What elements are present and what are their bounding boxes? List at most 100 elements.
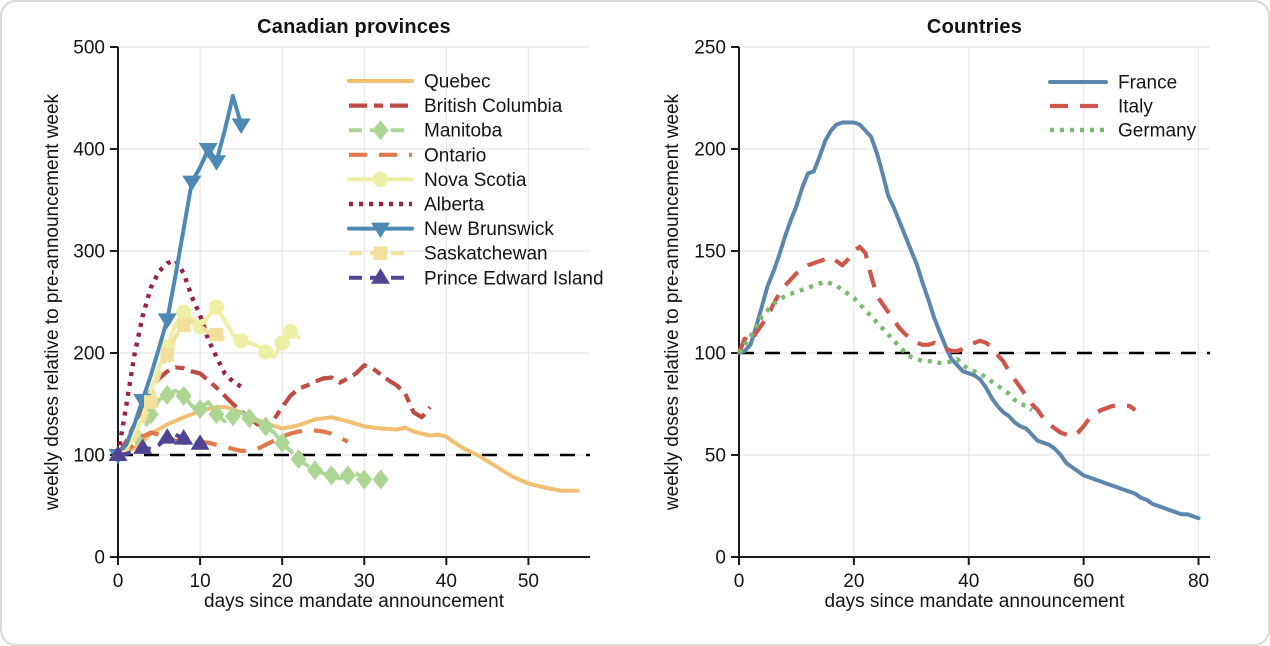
marker-manitoba: [339, 465, 356, 486]
marker-new-brunswick: [182, 175, 202, 192]
x-tick-label-20: 20: [272, 571, 293, 592]
marker-nova-scotia: [258, 344, 274, 360]
marker-manitoba: [208, 404, 225, 425]
marker-manitoba: [224, 406, 241, 427]
x-tick-label-0: 0: [113, 571, 124, 592]
x-tick-label-80: 80: [1188, 571, 1209, 592]
left-xaxis-label: days since mandate announcement: [204, 591, 504, 612]
y-tick-label-0: 0: [715, 548, 726, 569]
left-yaxis-label: weekly doses relative to pre-announcemen…: [42, 93, 63, 511]
series-manitoba: [117, 384, 390, 490]
y-tick-label-100: 100: [694, 344, 726, 365]
legend-entry-saskatchewan: Saskatchewan: [349, 244, 548, 265]
legend-label-italy: Italy: [1118, 97, 1153, 118]
y-tick-label-200: 200: [73, 344, 105, 365]
legend-label-germany: Germany: [1118, 121, 1197, 142]
marker-manitoba: [241, 408, 258, 429]
legend-entry-british-columbia: British Columbia: [349, 96, 563, 117]
legend-canadian-provinces: Quebec British Columbia Manitoba Ontario Nov…: [347, 72, 604, 289]
series-alberta: [115, 258, 243, 456]
series-british-columbia: [116, 363, 432, 457]
series-line-france: [737, 120, 1201, 521]
legend-entry-alberta: Alberta: [349, 195, 485, 216]
legend-label-prince-edward-island: Prince Edward Island: [424, 268, 604, 289]
marker-manitoba: [307, 460, 324, 481]
marker-manitoba: [159, 384, 176, 405]
legend-marker-nova-scotia: [372, 171, 389, 187]
marker-saskatchewan: [160, 348, 175, 362]
y-tick-label-200: 200: [694, 140, 726, 161]
x-tick-label-20: 20: [843, 571, 864, 592]
series-line-british-columbia: [116, 363, 432, 457]
legend-label-new-brunswick: New Brunswick: [424, 219, 554, 240]
series-prince-edward-island: [108, 428, 210, 461]
marker-manitoba: [372, 469, 389, 490]
marker-nova-scotia: [176, 304, 192, 320]
legend-marker-manitoba: [372, 120, 389, 141]
marker-manitoba: [323, 465, 340, 486]
x-tick-label-40: 40: [436, 571, 457, 592]
x-tick-label-60: 60: [1073, 571, 1094, 592]
legend-entry-prince-edward-island: Prince Edward Island: [349, 268, 604, 289]
marker-nova-scotia: [233, 333, 249, 349]
x-tick-label-40: 40: [958, 571, 979, 592]
legend-marker-saskatchewan: [373, 246, 388, 260]
series-france: [737, 120, 1201, 521]
x-tick-label-10: 10: [190, 571, 211, 592]
y-tick-label-50: 50: [705, 446, 726, 467]
right-chart-title: Countries: [926, 16, 1023, 38]
series-germany: [737, 279, 1034, 412]
x-tick-label-30: 30: [354, 571, 375, 592]
legend-entry-france: France: [1048, 73, 1177, 94]
marker-manitoba: [356, 469, 373, 490]
y-tick-label-300: 300: [73, 242, 105, 263]
marker-nova-scotia: [274, 335, 290, 351]
marker-prince-edward-island: [190, 434, 210, 450]
marker-saskatchewan: [209, 327, 224, 342]
gridlines: [118, 46, 590, 557]
legend-entry-new-brunswick: New Brunswick: [347, 219, 554, 240]
series-line-germany: [737, 279, 1034, 412]
series-line-alberta: [115, 258, 243, 456]
axes: 0 20 40 60 80 0 50 100 150 200 250: [694, 38, 1210, 592]
legend-label-quebec: Quebec: [424, 72, 491, 93]
legend-entry-italy: Italy: [1050, 97, 1153, 118]
legend-label-british-columbia: British Columbia: [424, 96, 563, 117]
marker-saskatchewan: [144, 395, 158, 409]
marker-prince-edward-island: [133, 438, 153, 454]
marker-saskatchewan: [176, 318, 191, 333]
series-line-new-brunswick: [116, 94, 244, 457]
marker-manitoba: [290, 449, 307, 470]
marker-prince-edward-island: [108, 445, 128, 461]
series-new-brunswick: [108, 94, 251, 465]
y-tick-label-150: 150: [694, 242, 726, 263]
right-xaxis-label: days since mandate announcement: [824, 591, 1125, 612]
series-line-ontario: [117, 428, 349, 457]
y-tick-label-250: 250: [694, 38, 726, 59]
marker-nova-scotia: [208, 299, 225, 315]
series-italy: [737, 244, 1137, 439]
y-tick-label-500: 500: [73, 38, 105, 59]
x-tick-label-0: 0: [734, 571, 745, 592]
legend-label-alberta: Alberta: [424, 195, 485, 216]
series-saskatchewan: [117, 318, 226, 457]
legend-entry-nova-scotia: Nova Scotia: [347, 170, 527, 191]
y-tick-label-100: 100: [73, 446, 105, 467]
marker-new-brunswick: [231, 118, 251, 135]
legend-marker-prince-edward-island: [371, 268, 390, 284]
chart-canadian-provinces: 0 10 20 30 40 500100200300400500QuebecBritish…: [73, 38, 603, 593]
marker-new-brunswick: [198, 143, 218, 159]
series-line-quebec: [116, 405, 580, 493]
legend-entry-quebec: Quebec: [347, 72, 491, 93]
legend-entry-germany: Germany: [1050, 121, 1197, 142]
right-yaxis-label: weekly doses relative to pre-announcemen…: [662, 93, 683, 511]
left-chart-title: Canadian provinces: [257, 16, 451, 38]
series-line-italy: [737, 244, 1137, 439]
series-line-saskatchewan: [117, 319, 226, 457]
marker-manitoba: [192, 399, 209, 420]
y-tick-label-0: 0: [94, 548, 105, 569]
legend-entry-ontario: Ontario: [349, 145, 486, 166]
